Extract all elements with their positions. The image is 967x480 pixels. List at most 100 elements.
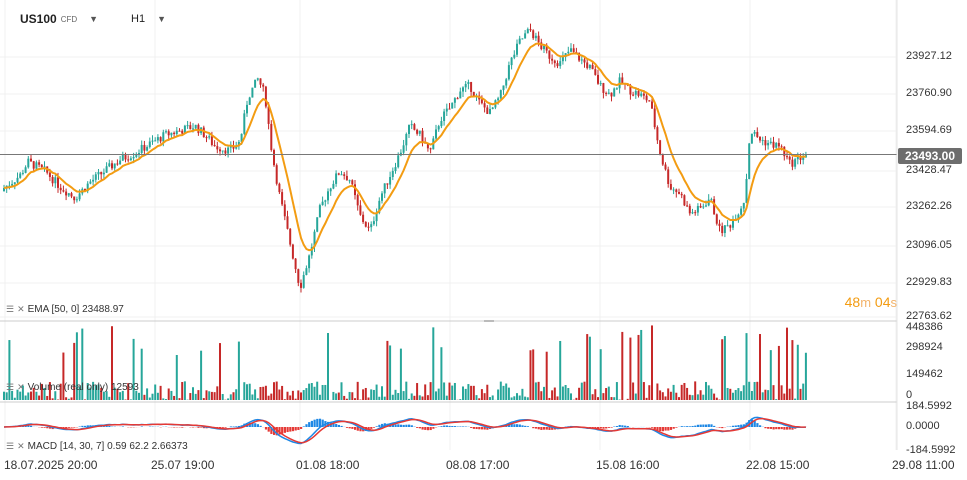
volume-bar <box>605 388 608 400</box>
macd-hist-bar <box>248 422 251 427</box>
macd-hist-bar <box>548 427 551 430</box>
volume-bar <box>181 381 184 400</box>
volume-bar <box>688 394 691 400</box>
volume-bar <box>278 389 281 400</box>
candle-body <box>648 100 651 102</box>
close-icon[interactable]: ✕ <box>17 382 25 392</box>
candle-body <box>313 231 316 248</box>
macd-hist-bar <box>694 425 697 427</box>
candle-body <box>524 33 527 39</box>
macd-hist-bar <box>356 427 359 431</box>
price-tick-label: 23262.26 <box>906 200 952 212</box>
macd-tick-label: -184.5992 <box>906 444 956 456</box>
volume-bar <box>243 382 246 400</box>
volume-bar <box>578 387 581 400</box>
volume-bar <box>270 393 273 400</box>
candle-body <box>300 282 302 288</box>
volume-bar <box>453 382 456 400</box>
macd-hist-bar <box>291 427 295 432</box>
candle-body <box>286 216 289 229</box>
macd-hist-bar <box>732 425 735 427</box>
volume-bar <box>294 398 297 400</box>
candle-body <box>591 64 594 70</box>
volume-bar <box>389 345 392 400</box>
candle-body <box>748 143 751 180</box>
volume-bar <box>248 383 251 400</box>
volume-bar <box>432 327 435 400</box>
volume-bar <box>740 391 743 400</box>
candle-body <box>165 131 167 133</box>
candle-body <box>259 78 262 85</box>
candle-body <box>391 170 394 178</box>
candle-body <box>237 141 240 147</box>
volume-bar <box>227 398 230 400</box>
candle-body <box>705 205 707 207</box>
close-icon[interactable]: ✕ <box>17 441 25 451</box>
candle-body <box>397 155 400 168</box>
macd-hist-bar <box>624 425 627 427</box>
candle-body <box>767 142 770 146</box>
candle-body <box>586 62 589 69</box>
volume-bar <box>256 398 259 400</box>
volume-bar <box>440 347 443 400</box>
macd-hist-bar <box>688 426 691 427</box>
candle-body <box>632 94 635 96</box>
candle-body <box>426 143 429 149</box>
volume-bar <box>607 386 610 400</box>
candle-body <box>661 155 664 165</box>
volume-bar <box>273 382 275 400</box>
candle-body <box>467 82 470 84</box>
chevron-down-icon[interactable]: ▼ <box>157 14 166 24</box>
candle-body <box>691 212 694 214</box>
symbol-selector[interactable]: US100 CFD ▼ <box>20 10 98 28</box>
candle-body <box>543 45 545 50</box>
close-icon[interactable]: ✕ <box>17 304 25 314</box>
volume-bar <box>775 399 778 400</box>
settings-icon[interactable]: ☰ <box>6 382 15 392</box>
volume-bar <box>70 397 73 400</box>
candle-body <box>375 212 378 222</box>
volume-bar <box>518 395 521 400</box>
volume-bar <box>705 381 707 400</box>
candle-body <box>205 137 208 139</box>
candle-body <box>602 83 605 93</box>
volume-bar <box>408 398 410 400</box>
volume-label: Volume (real only) <box>27 382 109 393</box>
candle-body <box>645 95 648 101</box>
volume-bar <box>189 393 192 400</box>
chevron-down-icon[interactable]: ▼ <box>89 14 99 24</box>
candle-body <box>19 173 22 178</box>
volume-bar <box>615 382 618 400</box>
volume-bar <box>321 385 324 400</box>
macd-hist-bar <box>429 427 432 431</box>
candle-body <box>489 108 491 114</box>
volume-bar <box>686 387 689 400</box>
candle-body <box>721 225 724 234</box>
volume-bar <box>683 382 686 400</box>
macd-hist-bar <box>516 424 519 427</box>
macd-hist-bar <box>65 427 68 429</box>
candle-body <box>73 196 76 201</box>
macd-hist-bar <box>321 419 324 427</box>
candle-body <box>175 130 178 135</box>
time-tick-label: 08.08 17:00 <box>446 458 510 472</box>
macd-hist-bar <box>537 427 540 430</box>
macd-hist-bar <box>513 424 516 427</box>
volume-bar <box>219 343 221 400</box>
volume-bar <box>81 328 84 400</box>
candle-body <box>696 206 699 213</box>
macd-hist-bar <box>345 427 349 428</box>
volume-bar <box>335 393 338 400</box>
candle-body <box>718 223 721 226</box>
settings-icon[interactable]: ☰ <box>6 441 15 451</box>
settings-icon[interactable]: ☰ <box>6 304 15 314</box>
volume-bars <box>3 325 807 400</box>
volume-bar <box>216 386 219 400</box>
timeframe-selector[interactable]: H1 ▼ <box>131 10 166 28</box>
candle-body <box>151 140 154 142</box>
volume-bar <box>362 389 365 400</box>
volume-bar <box>502 385 505 400</box>
volume-bar <box>777 345 780 400</box>
panel-resize-handle[interactable] <box>484 320 494 322</box>
